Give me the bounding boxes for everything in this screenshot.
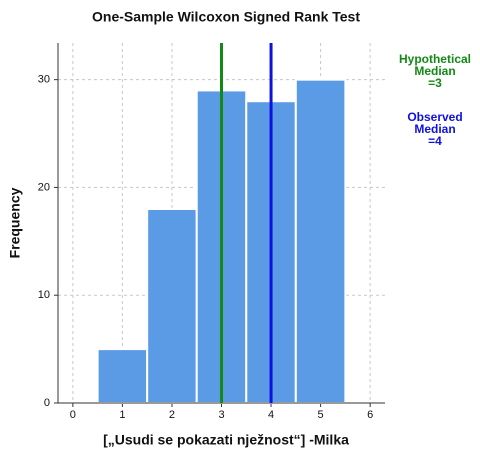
- reference-label: Observed: [407, 110, 462, 124]
- x-tick-label: 3: [218, 409, 224, 421]
- y-tick-label: 20: [38, 181, 50, 193]
- x-tick-label: 2: [169, 409, 175, 421]
- chart-title: One-Sample Wilcoxon Signed Rank Test: [92, 9, 360, 25]
- reference-value-label: =4: [428, 134, 442, 148]
- y-tick-label: 0: [44, 397, 50, 409]
- bar: [294, 78, 347, 405]
- x-tick-label: 0: [70, 409, 76, 421]
- reference-value-label: =3: [428, 76, 442, 90]
- bar: [96, 348, 149, 405]
- y-axis-label: Frequency: [7, 187, 23, 258]
- y-tick-label: 30: [38, 74, 50, 86]
- x-axis-label: [„Usudi se pokazati nježnost“] -Milka: [103, 432, 349, 448]
- x-tick-label: 1: [119, 409, 125, 421]
- reference-label: Hypothetical: [399, 52, 471, 66]
- bar: [146, 207, 198, 404]
- x-tick-label: 5: [318, 409, 324, 421]
- reference-label: Median: [414, 64, 455, 78]
- x-tick-label: 4: [268, 409, 274, 421]
- y-tick-label: 10: [38, 289, 50, 301]
- reference-label: Median: [414, 122, 455, 136]
- x-tick-label: 6: [367, 409, 373, 421]
